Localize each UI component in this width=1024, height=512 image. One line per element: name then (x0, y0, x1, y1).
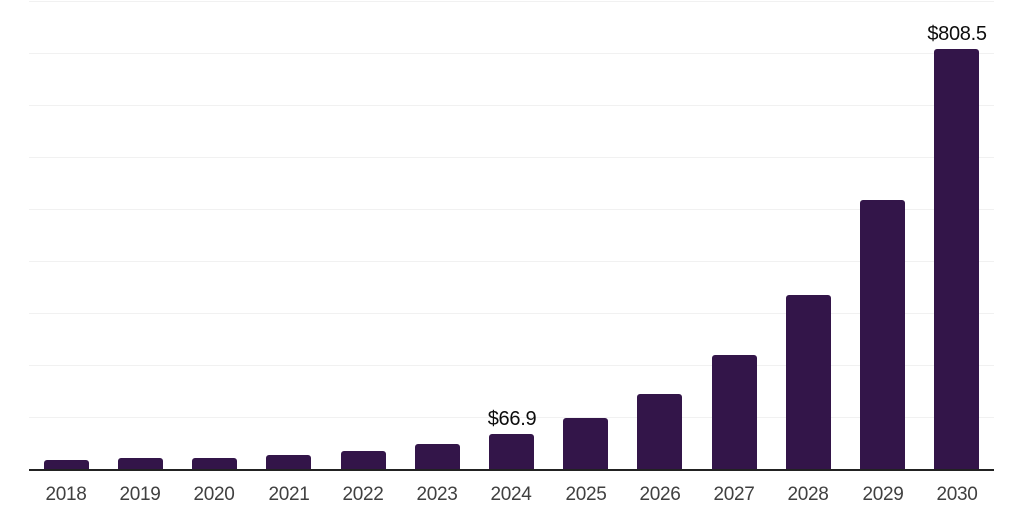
gridline-200 (29, 365, 994, 366)
bar-2019 (118, 458, 163, 469)
bar-2029 (860, 200, 905, 469)
x-axis-line (29, 469, 994, 471)
x-tick-label-2021: 2021 (268, 484, 310, 505)
bar-2025 (563, 418, 608, 469)
gridline-100 (29, 417, 994, 418)
bar-2018 (44, 460, 89, 469)
gridline-500 (29, 209, 994, 210)
x-tick-label-2023: 2023 (416, 484, 458, 505)
bar-2030 (934, 49, 979, 469)
x-tick-label-2022: 2022 (342, 484, 384, 505)
bar-2020 (192, 458, 237, 469)
gridline-300 (29, 313, 994, 314)
x-tick-label-2024: 2024 (490, 484, 532, 505)
x-tick-label-2019: 2019 (119, 484, 161, 505)
bar-2023 (415, 444, 460, 469)
bar-2027 (712, 355, 757, 469)
x-tick-label-2027: 2027 (713, 484, 755, 505)
value-label-2030: $808.5 (927, 23, 987, 45)
gridline-400 (29, 261, 994, 262)
bar-2024 (489, 434, 534, 469)
x-tick-label-2026: 2026 (639, 484, 681, 505)
gridline-800 (29, 53, 994, 54)
x-tick-label-2029: 2029 (862, 484, 904, 505)
bar-2021 (266, 455, 311, 469)
x-tick-label-2028: 2028 (787, 484, 829, 505)
gridline-600 (29, 157, 994, 158)
bar-2026 (637, 394, 682, 469)
x-tick-label-2025: 2025 (565, 484, 607, 505)
x-tick-label-2030: 2030 (936, 484, 978, 505)
bar-2022 (341, 451, 386, 469)
x-tick-label-2020: 2020 (193, 484, 235, 505)
bar-2028 (786, 295, 831, 469)
gridline-900 (29, 1, 994, 2)
gridline-700 (29, 105, 994, 106)
x-tick-label-2018: 2018 (45, 484, 87, 505)
value-label-2024: $66.9 (487, 408, 537, 430)
